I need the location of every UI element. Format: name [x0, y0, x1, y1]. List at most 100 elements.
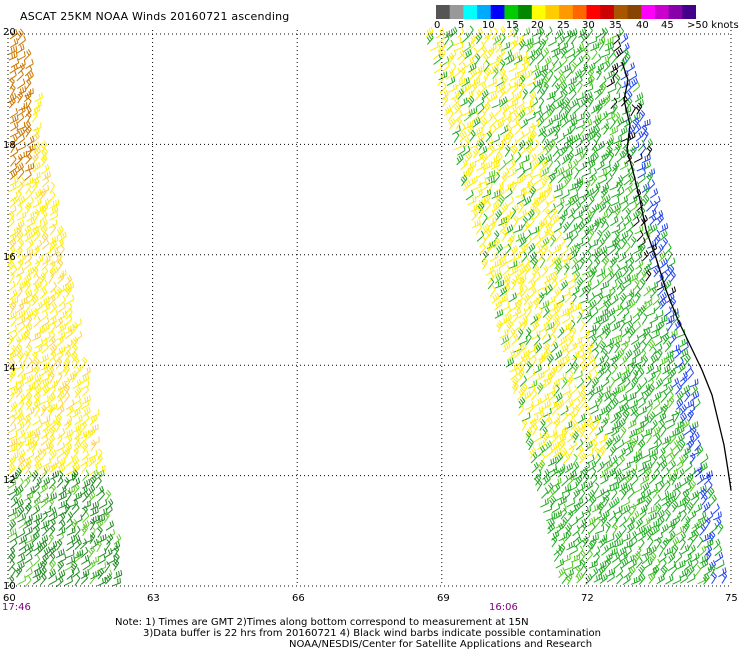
wind-barb: [552, 503, 560, 512]
wind-barb: [33, 123, 41, 131]
wind-barb: [499, 160, 506, 170]
wind-barb: [81, 421, 87, 432]
wind-barb: [615, 539, 623, 548]
wind-barb: [516, 286, 524, 296]
wind-barb: [654, 495, 660, 506]
wind-barb: [631, 236, 636, 247]
lat-tick: 10: [3, 581, 16, 592]
wind-barb: [614, 468, 621, 478]
wind-barb: [562, 378, 568, 389]
wind-barb: [673, 575, 681, 584]
wind-barb: [560, 111, 567, 121]
wind-barb: [631, 335, 639, 345]
wind-barb: [580, 320, 585, 331]
wind-barb: [617, 187, 624, 197]
wind-barb: [562, 517, 567, 528]
wind-barb: [64, 429, 72, 438]
wind-barb: [610, 216, 618, 225]
wind-barb: [609, 511, 616, 521]
wind-barb: [653, 392, 661, 402]
wind-barb: [622, 505, 630, 514]
wind-barb: [106, 529, 114, 538]
wind-barb: [551, 342, 558, 352]
wind-barb: [561, 280, 568, 290]
wind-barb: [490, 285, 495, 296]
wind-barb: [551, 43, 559, 52]
wind-barb: [545, 440, 552, 450]
wind-barb: [67, 535, 75, 544]
wind-barb: [527, 439, 533, 450]
wind-barb: [642, 313, 647, 324]
wind-barb: [663, 538, 669, 549]
wind-barb: [568, 112, 576, 121]
lat-tick: 16: [3, 252, 16, 263]
wind-barb: [597, 230, 602, 241]
wind-barb: [473, 117, 480, 127]
wind-barb: [544, 110, 551, 120]
wind-barb: [533, 139, 538, 150]
wind-barb: [556, 559, 564, 568]
wind-barb: [635, 92, 643, 101]
wind-barb: [595, 426, 602, 436]
wind-barb: [527, 105, 535, 115]
wind-barb: [669, 330, 677, 338]
wind-barb: [571, 351, 579, 360]
wind-barb: [622, 533, 630, 541]
wind-barb: [483, 224, 489, 235]
lon-tick: 63: [147, 593, 160, 604]
wind-barb: [600, 341, 606, 352]
wind-barb: [536, 371, 544, 380]
wind-barb: [24, 471, 31, 481]
wind-barb: [579, 162, 587, 172]
wind-barb: [466, 190, 473, 200]
wind-barb: [562, 64, 570, 73]
wind-barb: [662, 365, 670, 374]
wind-barb: [40, 188, 46, 199]
wind-barb: [558, 467, 564, 478]
wind-barb: [631, 576, 639, 584]
wind-barb: [614, 372, 621, 382]
wind-barb: [569, 84, 576, 95]
wind-barb: [43, 458, 51, 467]
wind-barb: [634, 279, 639, 290]
wind-barb: [8, 335, 13, 346]
wind-barb: [521, 252, 527, 263]
wind-barb: [611, 426, 619, 436]
wind-barb: [640, 110, 645, 121]
wind-barb: [661, 460, 667, 471]
wind-barb: [648, 372, 655, 382]
wind-barb: [607, 572, 614, 582]
wind-barb: [697, 537, 702, 548]
wind-barb: [619, 418, 625, 429]
wind-barb: [618, 448, 625, 458]
wind-barb: [552, 215, 559, 225]
wind-barb: [527, 404, 533, 415]
wind-barb: [712, 573, 717, 584]
wind-barb: [35, 302, 42, 312]
wind-barb: [553, 244, 561, 253]
wind-barb: [642, 517, 650, 526]
wind-barb: [500, 329, 508, 338]
wind-barb: [41, 164, 49, 174]
wind-barb: [25, 163, 33, 171]
wind-map-plot: [0, 0, 740, 612]
wind-barb: [8, 424, 16, 433]
wind-barb: [600, 537, 606, 548]
wind-barb: [573, 489, 580, 500]
wind-barb: [25, 190, 32, 201]
wind-barb: [680, 574, 687, 584]
wind-barb: [584, 216, 591, 226]
wind-barb: [612, 225, 620, 234]
wind-barb: [544, 209, 550, 220]
wind-barb: [33, 198, 41, 207]
wind-barb: [594, 483, 599, 494]
wind-barb: [572, 159, 578, 170]
wind-barb: [635, 384, 641, 395]
wind-barb: [619, 547, 626, 557]
wind-barb: [16, 44, 24, 53]
wind-barb: [89, 450, 97, 459]
wind-barb: [642, 482, 649, 492]
wind-barb: [511, 204, 519, 214]
wind-barb: [556, 358, 564, 367]
wind-barb: [619, 517, 626, 527]
